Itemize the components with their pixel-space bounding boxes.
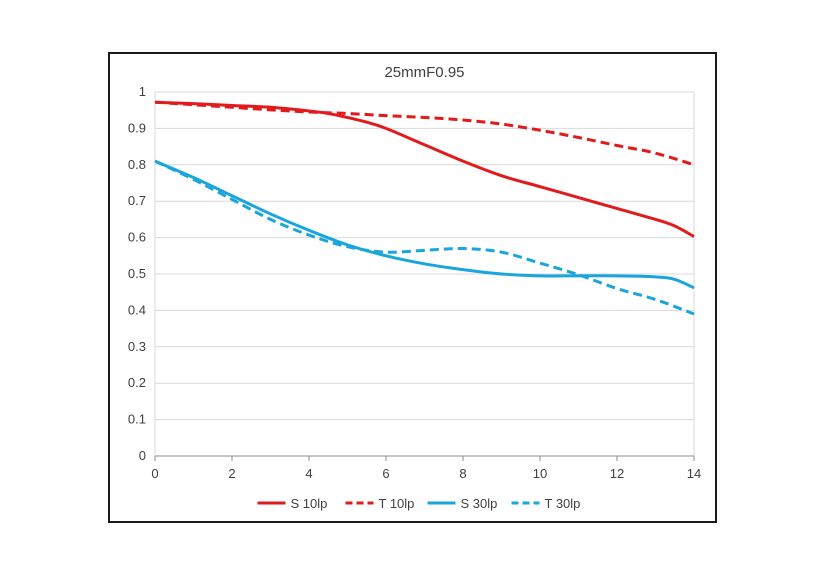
y-tick-label: 1 [139, 84, 146, 99]
mtf-chart: 00.10.20.30.40.50.60.70.80.910 2 4 6 8 10 12 14… [128, 64, 701, 511]
series-line-t-30lp [154, 159, 695, 316]
series-line-s-10lp [154, 100, 695, 238]
x-tick-label: 2 [228, 466, 235, 481]
x-tick-label: 6 [382, 466, 389, 481]
axes-layer: 00.10.20.30.40.50.60.70.80.910 2 4 6 8 10 12 14 [128, 84, 701, 481]
y-tick-label: 0.4 [128, 302, 146, 317]
y-tick-label: 0.9 [128, 120, 146, 135]
legend-label: T 10lp [379, 496, 415, 511]
x-tick-label: 0 [151, 466, 158, 481]
legend-label: T 30lp [545, 496, 581, 511]
legend: S 10lp T 10lp S 30lp T 30lp [257, 496, 581, 511]
legend-label: S 30lp [461, 496, 498, 511]
y-tick-label: 0.2 [128, 375, 146, 390]
y-tick-label: 0.7 [128, 193, 146, 208]
legend-item-t-10lp: T 10lp [345, 496, 415, 511]
legend-label: S 10lp [291, 496, 328, 511]
y-tick-label: 0.3 [128, 339, 146, 354]
x-tick-label: 4 [305, 466, 312, 481]
y-tick-label: 0.1 [128, 412, 146, 427]
series-layer [154, 100, 695, 316]
series-line-t-10lp [154, 100, 695, 167]
x-tick-label: 10 [533, 466, 547, 481]
grid-layer [154, 91, 695, 457]
legend-item-t-30lp: T 30lp [511, 496, 581, 511]
y-tick-label: 0.6 [128, 230, 146, 245]
x-tick-label: 14 [687, 466, 701, 481]
y-tick-label: 0.5 [128, 266, 146, 281]
y-tick-label: 0 [139, 448, 146, 463]
chart-title: 25mmF0.95 [384, 64, 464, 81]
x-tick-label: 12 [610, 466, 624, 481]
y-tick-label: 0.8 [128, 157, 146, 172]
series-line-s-30lp [154, 159, 695, 290]
legend-item-s-30lp: S 30lp [427, 496, 498, 511]
legend-item-s-10lp: S 10lp [257, 496, 328, 511]
x-tick-label: 8 [459, 466, 466, 481]
chart-frame: 0 0.1 0.2 0.3 0.4 0.5 0.6 0.7 0.8 0.9 1 0 2 4 6 8 10 12 14… [108, 52, 717, 523]
